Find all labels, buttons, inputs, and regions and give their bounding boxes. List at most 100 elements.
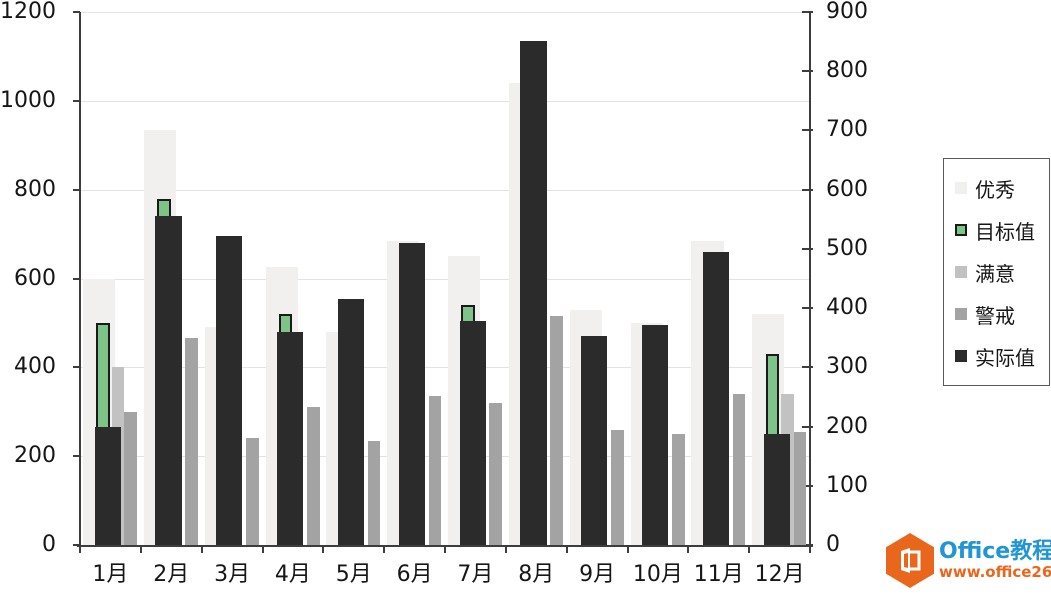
bar-warning-11月 (732, 393, 746, 545)
legend-item-actual: 实际值 (955, 342, 1047, 371)
right-axis-tick-label-900: 900 (826, 0, 868, 24)
x-axis-tick-0 (79, 547, 81, 553)
gridline-800 (80, 189, 810, 191)
gridline-1000 (80, 100, 810, 102)
x-axis-label-6月: 6月 (396, 562, 433, 587)
left-axis-tick-label-1000: 1000 (0, 87, 56, 113)
right-axis-tick-0 (802, 544, 813, 546)
left-axis-line (79, 12, 81, 547)
bar-warning-10月 (671, 433, 685, 545)
bar-actual-3月 (216, 236, 243, 545)
x-axis-tick-10 (687, 547, 690, 553)
bar-actual-1月 (94, 427, 121, 545)
bar-warning-12月 (793, 431, 807, 545)
bar-warning-7月 (489, 402, 503, 545)
bottom-axis-line (77, 545, 813, 547)
legend-item-warning: 警戒 (955, 300, 1047, 329)
bar-warning-2月 (185, 338, 198, 545)
left-axis-tick-label-200: 200 (14, 443, 56, 469)
right-axis-tick-label-800: 800 (826, 58, 868, 84)
left-axis-tick-label-1200: 1200 (0, 0, 56, 24)
x-axis-tick-7 (504, 547, 507, 553)
bar-actual-8月 (520, 40, 547, 545)
bar-actual-11月 (702, 251, 730, 545)
gridline-400 (80, 367, 810, 369)
right-axis-tick-label-400: 400 (826, 295, 868, 321)
gridline-600 (80, 278, 810, 280)
bar-actual-2月 (155, 216, 182, 545)
legend-label-actual: 实际值 (975, 345, 1035, 370)
legend-label-warning: 警戒 (975, 303, 1015, 328)
right-axis-tick-600 (802, 188, 813, 191)
legend-swatch-target (955, 224, 967, 236)
right-axis-tick-700 (802, 129, 813, 132)
legend-label-satisfactory: 满意 (975, 261, 1015, 286)
x-axis-tick-3 (261, 547, 264, 553)
left-axis-tick-0 (73, 544, 80, 546)
right-axis-tick-400 (802, 307, 813, 310)
bar-warning-4月 (306, 407, 320, 545)
x-axis-tick-1 (139, 547, 142, 553)
legend-item-satisfactory: 满意 (955, 258, 1047, 287)
legend-swatch-excellent (955, 182, 967, 194)
month-slot-11月 (688, 12, 749, 545)
legend-label-excellent: 优秀 (975, 177, 1015, 202)
left-axis-tick-label-600: 600 (14, 265, 56, 291)
month-slot-8月 (506, 12, 567, 545)
x-axis-label-5月: 5月 (335, 562, 372, 587)
month-slot-2月 (141, 12, 202, 545)
watermark-site-url[interactable]: www.office26.com (939, 563, 1051, 581)
month-slot-12月 (749, 12, 810, 545)
x-axis-label-2月: 2月 (153, 562, 190, 587)
bar-warning-3月 (246, 438, 259, 545)
office-logo-icon (886, 533, 934, 588)
left-axis-tick-200 (73, 455, 80, 458)
gridline-200 (80, 456, 810, 458)
x-axis-tick-4 (322, 547, 325, 553)
x-axis-tick-11 (748, 547, 751, 553)
right-axis-tick-900 (802, 11, 813, 13)
bar-actual-9月 (581, 336, 608, 545)
right-axis-tick-label-700: 700 (826, 117, 868, 143)
left-axis-tick-400 (73, 366, 80, 369)
legend-item-excellent: 优秀 (955, 174, 1047, 203)
bar-warning-6月 (428, 396, 442, 545)
x-axis-tick-8 (565, 547, 568, 553)
x-axis-tick-2 (200, 547, 203, 553)
watermark-site-name: Office教程网 (939, 539, 1051, 564)
left-axis-tick-800 (73, 188, 80, 191)
bar-warning-1月 (124, 411, 138, 545)
month-slot-4月 (263, 12, 324, 545)
month-slot-5月 (323, 12, 384, 545)
legend: 优秀 目标值 满意 警戒 实际值 (943, 158, 1050, 386)
bar-warning-8月 (550, 316, 563, 545)
month-slot-3月 (202, 12, 263, 545)
x-axis-tick-6 (444, 547, 446, 553)
month-slot-6月 (384, 12, 445, 545)
x-axis-label-9月: 9月 (579, 562, 616, 587)
right-axis-tick-label-300: 300 (826, 354, 868, 380)
bar-actual-4月 (277, 331, 304, 545)
x-axis-label-7月: 7月 (457, 562, 494, 587)
x-axis-label-8月: 8月 (518, 562, 555, 587)
month-slot-9月 (567, 12, 628, 545)
right-axis-tick-500 (802, 247, 813, 250)
legend-swatch-satisfactory (955, 266, 967, 278)
plot-area (80, 12, 810, 545)
bar-actual-10月 (642, 325, 669, 545)
x-axis-label-3月: 3月 (214, 562, 251, 587)
bar-actual-6月 (398, 242, 425, 545)
x-axis-label-10月: 10月 (632, 562, 683, 587)
bar-actual-5月 (337, 298, 365, 545)
watermark-logo[interactable]: Office教程网 www.office26.com (886, 533, 1051, 588)
x-axis-label-12月: 12月 (754, 562, 805, 587)
right-axis-tick-label-200: 200 (826, 413, 868, 439)
left-axis-tick-1000 (73, 99, 80, 102)
legend-swatch-warning (955, 308, 967, 320)
right-axis-tick-label-600: 600 (826, 176, 868, 202)
left-axis-tick-label-0: 0 (42, 532, 56, 557)
right-axis-tick-300 (802, 366, 813, 369)
bar-actual-12月 (763, 433, 790, 545)
right-axis-tick-800 (802, 70, 813, 73)
